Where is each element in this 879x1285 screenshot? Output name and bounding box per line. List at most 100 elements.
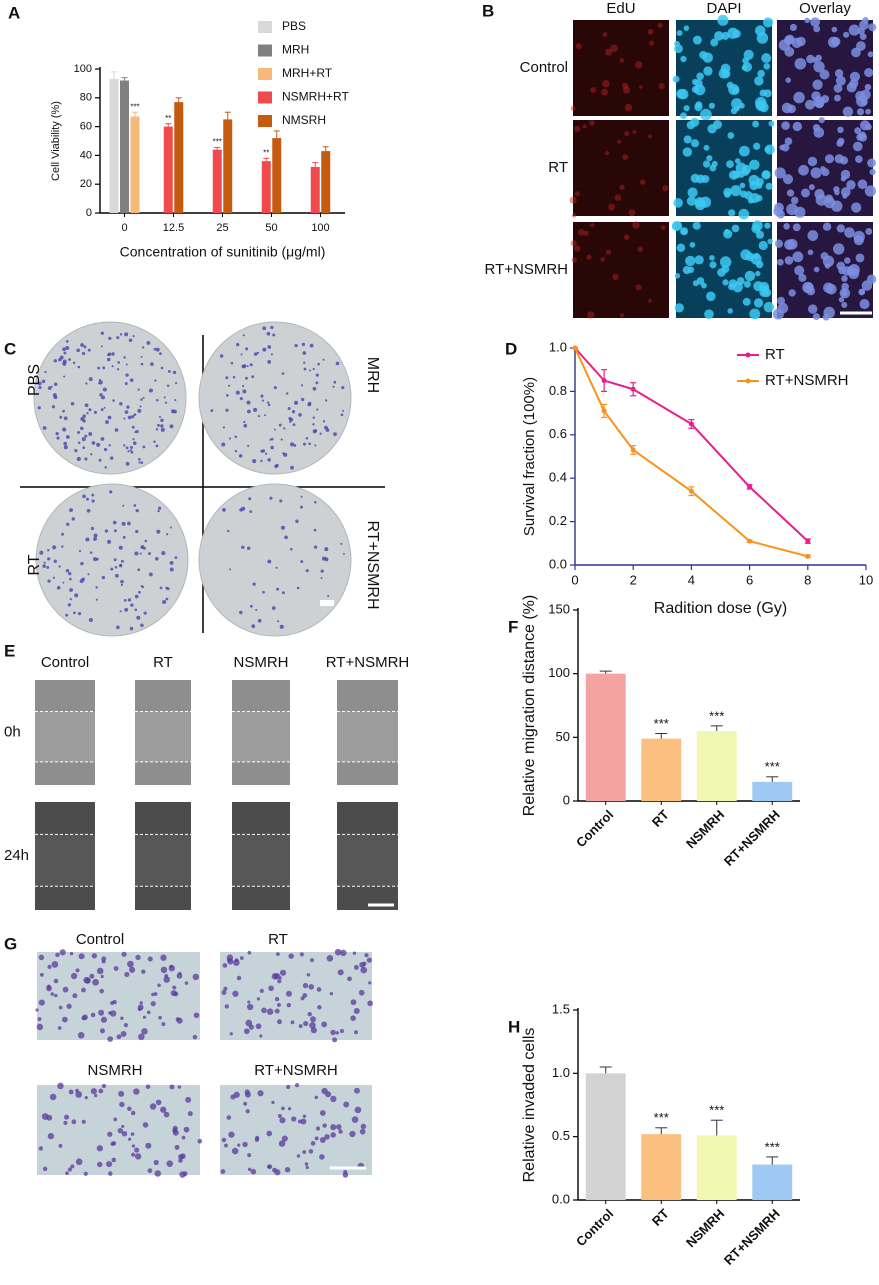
cell xyxy=(47,386,52,390)
cell xyxy=(58,1143,63,1148)
row-label: RT xyxy=(548,159,568,176)
bar xyxy=(585,1073,626,1200)
cell xyxy=(266,401,270,404)
cell xyxy=(86,412,89,415)
cell xyxy=(70,1164,75,1169)
y-tick-label: 1.5 xyxy=(552,1001,570,1016)
cell xyxy=(142,346,145,349)
cell xyxy=(833,83,843,93)
cell xyxy=(728,279,738,288)
cell xyxy=(303,1021,309,1027)
cell xyxy=(55,431,59,436)
cell xyxy=(113,558,117,562)
cell xyxy=(111,1157,117,1163)
cell xyxy=(315,381,319,385)
cell xyxy=(764,222,771,229)
cell xyxy=(717,268,726,277)
cell xyxy=(119,402,123,406)
cell xyxy=(634,61,643,69)
column-label: NSMRH xyxy=(234,654,289,671)
cell xyxy=(842,106,854,117)
cell xyxy=(685,255,696,267)
marker xyxy=(572,345,578,351)
cell xyxy=(867,158,876,168)
cell xyxy=(276,952,280,957)
cell xyxy=(856,108,865,116)
cell xyxy=(761,53,772,64)
cell xyxy=(100,331,104,335)
cell xyxy=(335,1031,339,1035)
cell xyxy=(266,1130,273,1137)
cell xyxy=(47,1132,55,1140)
cell xyxy=(58,357,62,362)
cell xyxy=(84,977,91,984)
cell xyxy=(839,156,849,165)
panel-letter: D xyxy=(505,339,517,358)
cell xyxy=(114,573,119,578)
cell xyxy=(128,1137,132,1141)
micrograph xyxy=(573,120,669,216)
panel-letter: E xyxy=(4,641,15,660)
cell xyxy=(270,325,274,330)
cell xyxy=(574,191,580,197)
cell xyxy=(123,599,127,602)
cell xyxy=(249,363,253,367)
cell xyxy=(855,253,865,263)
cell xyxy=(811,91,821,101)
cell xyxy=(301,342,306,347)
cell xyxy=(784,256,794,265)
cell xyxy=(727,27,739,39)
cell xyxy=(160,424,164,428)
cell xyxy=(674,303,684,313)
cell xyxy=(157,983,161,988)
cell xyxy=(281,1106,285,1111)
cell xyxy=(824,263,831,269)
cell xyxy=(63,416,68,421)
marker xyxy=(601,408,607,414)
cell xyxy=(300,560,304,564)
cell xyxy=(91,499,95,503)
cell xyxy=(342,552,345,555)
cell xyxy=(686,196,697,206)
cell xyxy=(116,1034,122,1040)
cell xyxy=(335,361,340,366)
cell xyxy=(92,978,99,986)
cell xyxy=(72,993,78,999)
cell xyxy=(619,184,625,190)
column-label: Control xyxy=(41,654,89,671)
cell xyxy=(165,586,168,590)
cell xyxy=(333,380,337,384)
cell xyxy=(139,552,142,555)
cell xyxy=(821,94,830,104)
cell xyxy=(247,1167,252,1172)
cell xyxy=(756,32,769,44)
bar xyxy=(752,781,793,801)
cell xyxy=(321,1021,328,1028)
cell xyxy=(160,366,164,370)
cell xyxy=(784,137,793,146)
cell xyxy=(169,567,174,572)
cell xyxy=(230,1094,236,1100)
cell xyxy=(702,52,713,63)
column-label: EdU xyxy=(606,0,635,17)
cell xyxy=(93,537,97,541)
column-label: RT+NSMRH xyxy=(326,654,409,671)
cell xyxy=(302,1114,307,1118)
cell xyxy=(648,298,652,303)
cell xyxy=(93,410,97,414)
cell xyxy=(262,326,267,331)
cell xyxy=(116,336,120,340)
y-tick-label: 100 xyxy=(74,63,92,75)
cell xyxy=(831,37,841,47)
cell xyxy=(100,437,105,441)
cell xyxy=(322,420,326,423)
bar xyxy=(212,149,222,213)
cell xyxy=(267,403,271,407)
cell xyxy=(865,108,871,115)
cell xyxy=(236,975,242,981)
cell xyxy=(103,406,106,409)
cell xyxy=(333,432,337,437)
cell xyxy=(283,427,286,430)
cell xyxy=(777,302,789,314)
cell xyxy=(46,985,52,992)
